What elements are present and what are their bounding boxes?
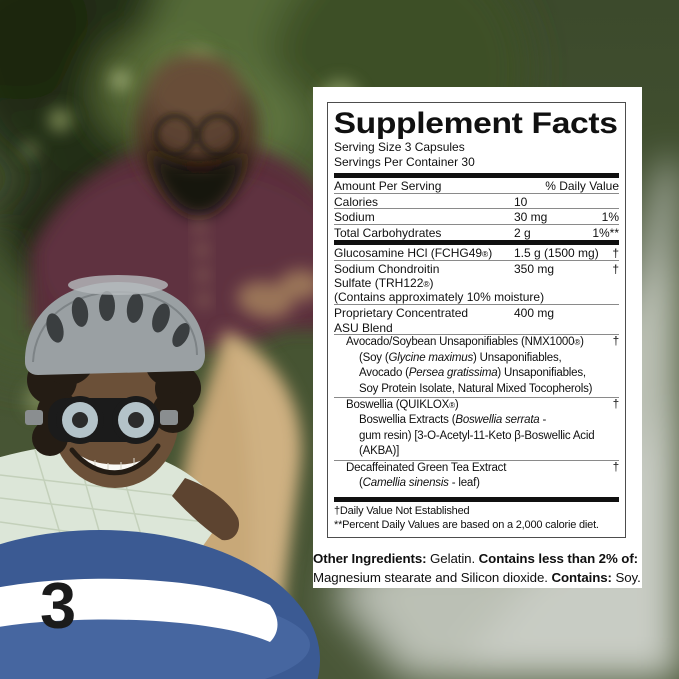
svg-text:3: 3 [40, 569, 76, 642]
